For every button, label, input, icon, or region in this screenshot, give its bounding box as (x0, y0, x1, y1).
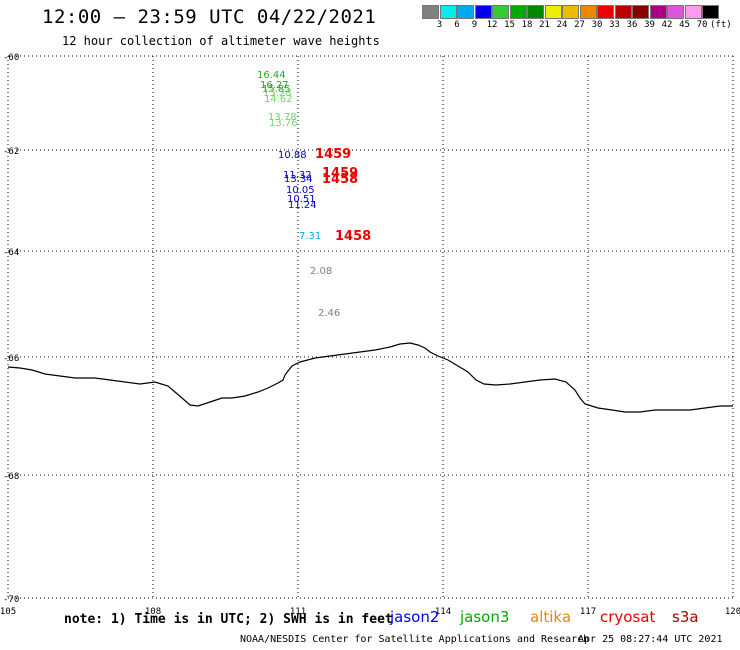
wave-height-label: 13.76 (269, 118, 298, 129)
map-title: 12:00 – 23:59 UTC 04/22/2021 (42, 6, 377, 28)
legend-swatch (597, 5, 614, 19)
legend-label: 21 (539, 20, 550, 30)
legend-label: 15 (504, 20, 515, 30)
map-subtitle: 12 hour collection of altimeter wave hei… (62, 34, 380, 48)
antarctic-coastline (7, 342, 733, 413)
longitude-tick-label: 117 (580, 607, 596, 617)
legend-swatch (579, 5, 597, 19)
generated-timestamp: Apr 25 08:27:44 UTC 2021 (578, 634, 723, 645)
wave-height-label: 11.24 (288, 200, 317, 211)
wave-height-label: 14.62 (264, 94, 293, 105)
latitude-tick-label: -68 (3, 472, 19, 482)
color-legend: 70 45 42 39 36 33 30 27 24 21 18 15 12 9 6 3 (ft) (422, 5, 732, 31)
map-grid: -60 -62 -64 -66 -68 -70 105 108 111 114 117 120 (0, 53, 740, 617)
mission-name-s3a: s3a (672, 608, 699, 626)
longitude-tick-label: 105 (0, 607, 16, 617)
legend-label: 6 (454, 20, 460, 30)
wave-height-label: 13.78 (268, 112, 297, 123)
wave-height-label: 2.08 (310, 266, 332, 277)
legend-label: 12 (486, 20, 498, 30)
latitude-tick-label: -64 (3, 248, 19, 258)
legend-swatch (422, 5, 439, 19)
wave-height-label: 15.85 (262, 84, 291, 95)
pass-time-label: 1459 (322, 166, 358, 181)
legend-swatches (422, 5, 720, 19)
legend-swatch (649, 5, 667, 19)
legend-swatch (439, 5, 457, 19)
wave-height-label: 13.34 (284, 174, 313, 185)
legend-swatch (457, 5, 474, 19)
wave-height-label: 7.31 (299, 231, 321, 242)
wave-height-label: 10.05 (286, 185, 315, 196)
legend-label: 33 (609, 20, 620, 30)
pass-time-label: 1459 (315, 147, 351, 162)
legend-swatch (544, 5, 562, 19)
legend-swatch (702, 5, 719, 19)
wave-height-label: 10.88 (278, 150, 307, 161)
latitude-tick-label: -70 (3, 595, 19, 605)
legend-label: 18 (521, 20, 533, 30)
legend-swatch (684, 5, 702, 19)
wave-height-label: 2.46 (318, 308, 340, 319)
legend-label: 45 (679, 20, 690, 30)
legend-swatch (614, 5, 632, 19)
legend-swatch (509, 5, 527, 19)
legend-label: 36 (626, 20, 638, 30)
legend-label: 3 (436, 20, 443, 30)
latitude-tick-label: -66 (3, 354, 19, 364)
legend-swatch (562, 5, 579, 19)
mission-name-jason3: jason3 (460, 608, 510, 626)
footer-note: note: 1) Time is in UTC; 2) SWH is in fe… (64, 612, 393, 627)
wave-height-label: 16.27 (260, 80, 289, 91)
pass-time-label: 1458 (322, 172, 358, 187)
wave-height-label: 15.28 (263, 88, 292, 99)
latitude-tick-label: -60 (3, 53, 19, 63)
legend-label: 24 (556, 20, 568, 30)
legend-label: 39 (644, 20, 655, 30)
mission-name-jason2: jason2 (390, 608, 440, 626)
legend-label: 9 (471, 20, 478, 30)
legend-label: 30 (591, 20, 603, 30)
legend-swatch (492, 5, 509, 19)
mission-name-altika: altika (530, 608, 572, 626)
wave-height-label: 10.51 (287, 194, 316, 205)
legend-swatch (474, 5, 492, 19)
mission-name-cryosat: cryosat (600, 608, 656, 626)
legend-swatch (667, 5, 684, 19)
legend-label: 42 (661, 20, 673, 30)
wave-height-label: 11.32 (283, 170, 312, 181)
pass-time-label: 1458 (335, 229, 371, 244)
legend-labels: 70 45 42 39 36 33 30 27 24 21 18 15 12 9 6 3 (ft) (422, 19, 732, 31)
legend-unit: (ft) (710, 20, 732, 30)
credit-line: NOAA/NESDIS Center for Satellite Applica… (240, 634, 590, 645)
longitude-tick-label: 114 (435, 607, 451, 617)
legend-swatch (527, 5, 544, 19)
wave-height-label: 16.44 (257, 70, 286, 81)
longitude-tick-label: 120 (725, 607, 740, 617)
longitude-tick-label: 108 (145, 607, 161, 617)
legend-label: 70 (696, 20, 708, 30)
longitude-tick-label: 111 (290, 607, 306, 617)
legend-label: 27 (574, 20, 585, 30)
latitude-tick-label: -62 (3, 147, 19, 157)
legend-swatch (632, 5, 649, 19)
